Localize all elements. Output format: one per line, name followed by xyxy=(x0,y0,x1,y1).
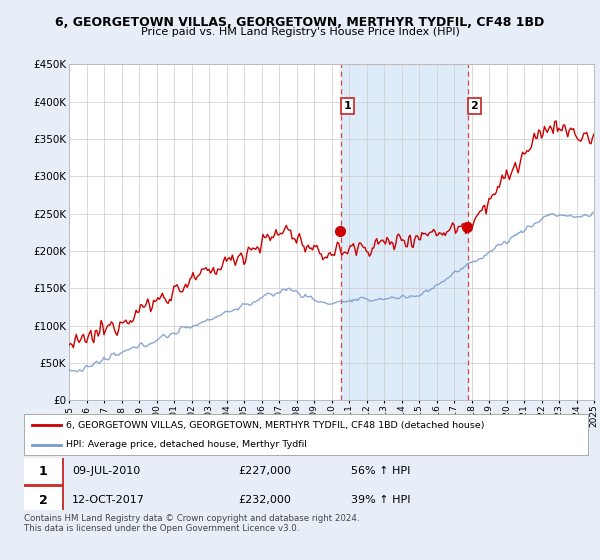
Text: 6, GEORGETOWN VILLAS, GEORGETOWN, MERTHYR TYDFIL, CF48 1BD (detached house): 6, GEORGETOWN VILLAS, GEORGETOWN, MERTHY… xyxy=(66,421,485,430)
FancyBboxPatch shape xyxy=(23,486,64,514)
Text: 12-OCT-2017: 12-OCT-2017 xyxy=(72,495,145,505)
Text: 09-JUL-2010: 09-JUL-2010 xyxy=(72,466,140,476)
Text: Contains HM Land Registry data © Crown copyright and database right 2024.
This d: Contains HM Land Registry data © Crown c… xyxy=(24,514,359,534)
Text: Price paid vs. HM Land Registry's House Price Index (HPI): Price paid vs. HM Land Registry's House … xyxy=(140,27,460,37)
Text: 2: 2 xyxy=(470,101,478,111)
Text: £227,000: £227,000 xyxy=(238,466,292,476)
Text: 56% ↑ HPI: 56% ↑ HPI xyxy=(351,466,410,476)
Text: 1: 1 xyxy=(344,101,352,111)
Text: 39% ↑ HPI: 39% ↑ HPI xyxy=(351,495,410,505)
FancyBboxPatch shape xyxy=(23,457,64,485)
Text: 2: 2 xyxy=(39,494,47,507)
Text: £232,000: £232,000 xyxy=(238,495,291,505)
Text: 6, GEORGETOWN VILLAS, GEORGETOWN, MERTHYR TYDFIL, CF48 1BD: 6, GEORGETOWN VILLAS, GEORGETOWN, MERTHY… xyxy=(55,16,545,29)
Text: HPI: Average price, detached house, Merthyr Tydfil: HPI: Average price, detached house, Mert… xyxy=(66,440,307,449)
Bar xyxy=(341,64,468,400)
Text: 1: 1 xyxy=(39,465,47,478)
